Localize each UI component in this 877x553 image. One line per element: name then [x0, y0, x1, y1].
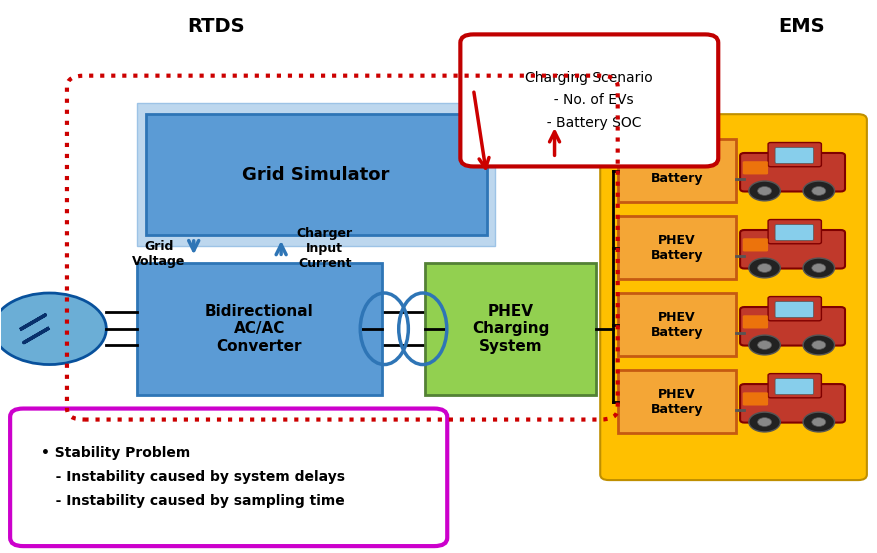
Circle shape — [0, 293, 106, 364]
Text: Charging Scenario
  - No. of EVs
  - Battery SOC: Charging Scenario - No. of EVs - Battery… — [525, 71, 653, 130]
FancyBboxPatch shape — [743, 161, 768, 174]
FancyBboxPatch shape — [740, 230, 845, 269]
Circle shape — [749, 412, 781, 432]
FancyBboxPatch shape — [617, 293, 736, 356]
FancyBboxPatch shape — [768, 374, 822, 398]
Circle shape — [803, 181, 835, 201]
FancyBboxPatch shape — [740, 153, 845, 191]
Circle shape — [803, 258, 835, 278]
Circle shape — [812, 418, 826, 426]
FancyBboxPatch shape — [743, 238, 768, 252]
Text: PHEV
Battery: PHEV Battery — [651, 156, 703, 185]
FancyBboxPatch shape — [743, 392, 768, 405]
FancyBboxPatch shape — [11, 409, 447, 546]
Text: Grid
Voltage: Grid Voltage — [132, 241, 185, 269]
Circle shape — [803, 412, 835, 432]
Text: RTDS: RTDS — [187, 17, 245, 35]
Text: Bidirectional
AC/AC
Converter: Bidirectional AC/AC Converter — [205, 304, 314, 354]
FancyBboxPatch shape — [768, 220, 822, 244]
Circle shape — [758, 341, 772, 349]
Circle shape — [812, 186, 826, 195]
Text: PHEV
Battery: PHEV Battery — [651, 388, 703, 416]
Circle shape — [758, 418, 772, 426]
FancyBboxPatch shape — [460, 34, 718, 166]
FancyBboxPatch shape — [146, 114, 487, 235]
Text: Grid Simulator: Grid Simulator — [242, 166, 389, 184]
FancyBboxPatch shape — [775, 301, 814, 317]
FancyBboxPatch shape — [740, 307, 845, 346]
Text: • Stability Problem
   - Instability caused by system delays
   - Instability ca: • Stability Problem - Instability caused… — [40, 446, 345, 508]
FancyBboxPatch shape — [768, 296, 822, 321]
Circle shape — [758, 264, 772, 273]
FancyBboxPatch shape — [600, 114, 866, 480]
FancyBboxPatch shape — [617, 216, 736, 279]
Circle shape — [749, 335, 781, 355]
FancyBboxPatch shape — [775, 225, 814, 241]
FancyBboxPatch shape — [617, 370, 736, 434]
Text: Charger
Input
Current: Charger Input Current — [296, 227, 353, 270]
FancyBboxPatch shape — [617, 139, 736, 202]
FancyBboxPatch shape — [775, 379, 814, 394]
Circle shape — [749, 258, 781, 278]
Circle shape — [758, 186, 772, 195]
FancyBboxPatch shape — [425, 263, 595, 395]
Text: PHEV
Charging
System: PHEV Charging System — [472, 304, 549, 354]
Circle shape — [803, 335, 835, 355]
FancyBboxPatch shape — [743, 315, 768, 328]
Text: HUT: HUT — [605, 77, 647, 96]
FancyBboxPatch shape — [137, 263, 381, 395]
Circle shape — [812, 264, 826, 273]
FancyBboxPatch shape — [768, 143, 822, 167]
Text: PHEV
Battery: PHEV Battery — [651, 233, 703, 262]
FancyBboxPatch shape — [740, 384, 845, 422]
Circle shape — [812, 341, 826, 349]
Text: PHEV
Battery: PHEV Battery — [651, 311, 703, 338]
FancyBboxPatch shape — [137, 103, 496, 246]
FancyBboxPatch shape — [775, 148, 814, 164]
Text: EMS: EMS — [778, 17, 824, 35]
Circle shape — [749, 181, 781, 201]
